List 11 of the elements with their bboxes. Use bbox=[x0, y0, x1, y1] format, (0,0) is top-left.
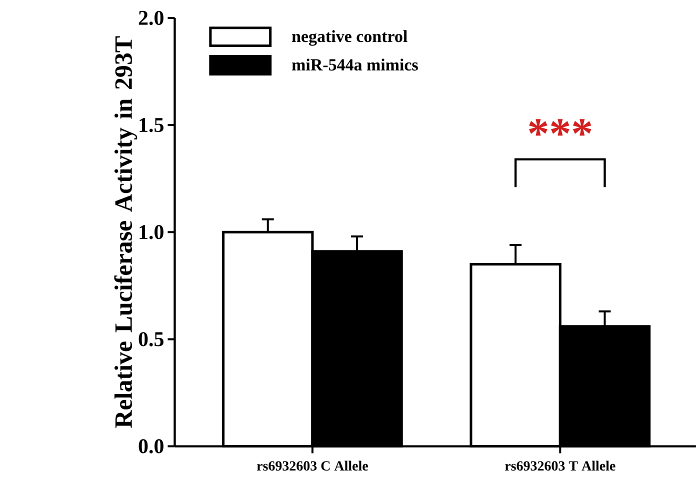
y-tick-label: 0.0 bbox=[138, 439, 164, 454]
y-tick-label: 1.0 bbox=[140, 224, 164, 240]
y-axis-title: Relative Luciferase Activity in 293T bbox=[114, 36, 138, 428]
legend-label: miR-544a mimics bbox=[292, 58, 418, 70]
y-tick-label: 2.0 bbox=[138, 10, 164, 25]
y-tick-label: 1.5 bbox=[140, 118, 164, 132]
x-tick-label: rs6932603 T Allele bbox=[505, 460, 616, 471]
annotation: *** bbox=[529, 119, 592, 136]
x-tick-label: rs6932603 C Allele bbox=[256, 460, 368, 471]
y-tick-label: 0.5 bbox=[138, 332, 164, 346]
legend-label: negative control bbox=[292, 30, 408, 46]
